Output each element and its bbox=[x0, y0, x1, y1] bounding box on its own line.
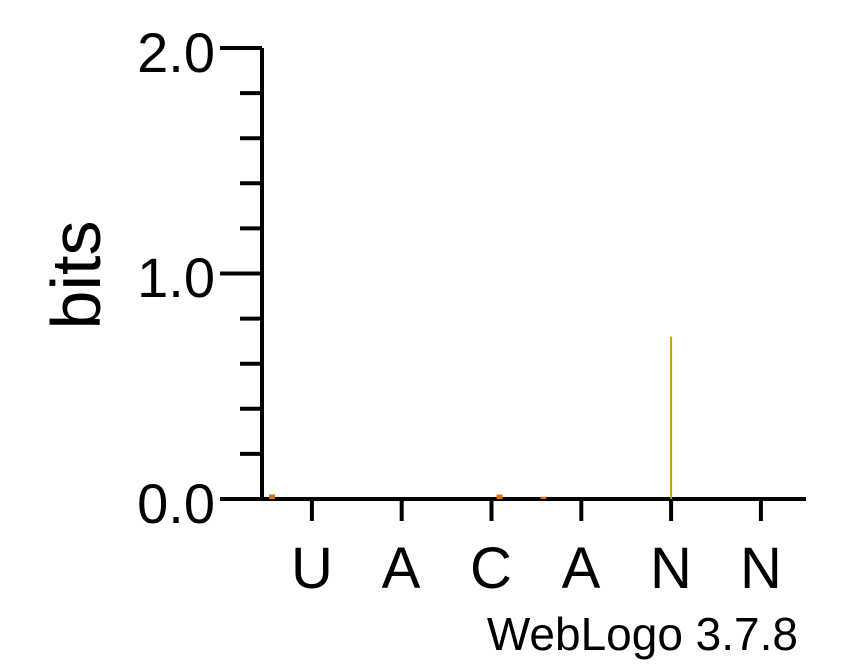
weblogo-credit: WebLogo 3.7.8 bbox=[487, 608, 798, 660]
y-ticks bbox=[220, 46, 262, 501]
y-tick-label: 0.0 bbox=[137, 472, 215, 535]
x-tick-label-4: A bbox=[562, 536, 601, 601]
x-tick-label-5: N bbox=[650, 536, 692, 601]
logo-mark bbox=[670, 336, 673, 499]
y-axis-label: bits bbox=[37, 221, 115, 330]
logo-marks bbox=[269, 336, 673, 499]
x-ticks bbox=[309, 499, 763, 521]
x-tick-label-3: C bbox=[470, 536, 512, 601]
x-tick-labels: U A C A N N bbox=[291, 536, 782, 601]
y-tick-label: 2.0 bbox=[137, 21, 215, 84]
logo-mark bbox=[496, 494, 503, 499]
x-tick-label-2: A bbox=[382, 536, 421, 601]
x-tick-label-1: U bbox=[291, 536, 333, 601]
x-tick-label-6: N bbox=[740, 536, 782, 601]
y-tick-labels: 0.0 1.0 2.0 bbox=[137, 21, 215, 535]
logo-mark bbox=[540, 496, 547, 499]
y-tick-label: 1.0 bbox=[137, 246, 215, 309]
logo-mark bbox=[269, 494, 275, 499]
